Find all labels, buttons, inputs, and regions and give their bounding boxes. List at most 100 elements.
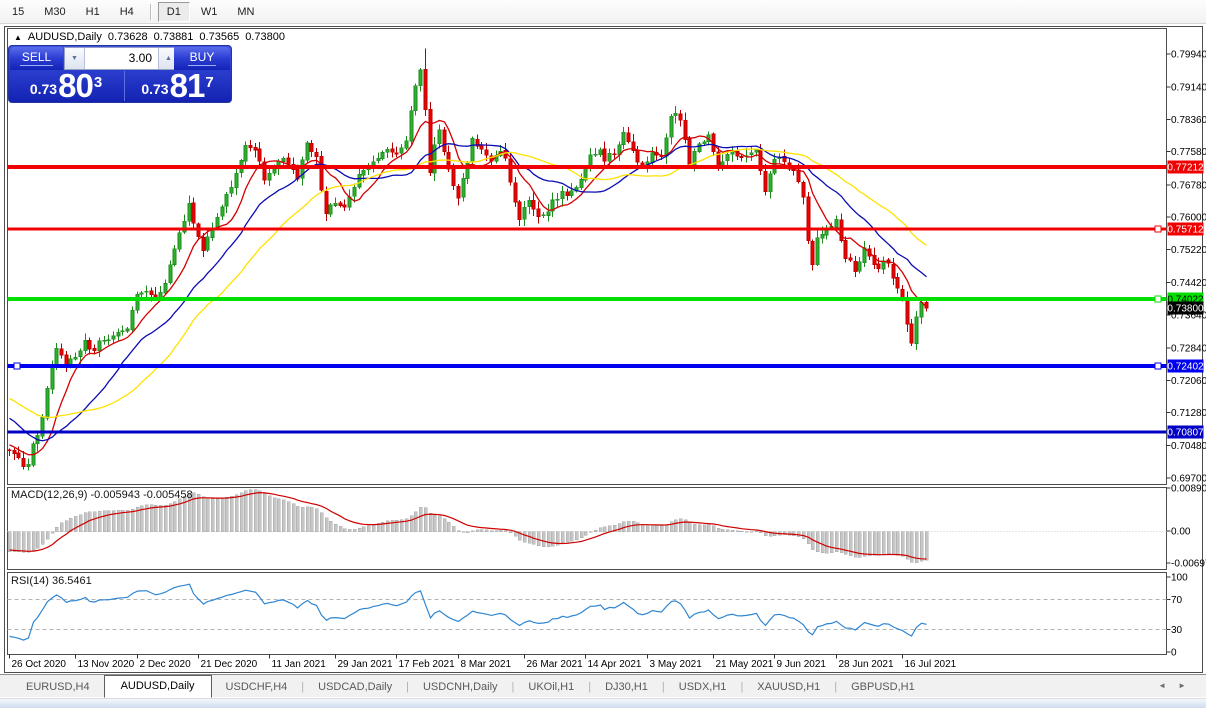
timeframe-button-d1[interactable]: D1 xyxy=(157,1,190,22)
price-axis-label: 0.70480 xyxy=(1171,441,1206,452)
price-axis-label: 0.69700 xyxy=(1171,473,1206,484)
chart-tab-usdx-h1[interactable]: USDX,H1 xyxy=(678,681,727,693)
price-tag xyxy=(1167,359,1204,373)
horizontal-line-0.77212[interactable]: 0.77212 xyxy=(7,160,1205,174)
macd-signal-line xyxy=(9,491,927,560)
price-axis-label: 0.79140 xyxy=(1171,83,1206,94)
date-axis-label: 14 Apr 2021 xyxy=(588,659,642,670)
date-axis-label: 8 Mar 2021 xyxy=(461,659,512,670)
tab-separator: | xyxy=(406,681,409,693)
ma-line-ma_blue xyxy=(9,143,927,442)
date-axis-label: 17 Feb 2021 xyxy=(399,659,456,670)
rsi-pane xyxy=(7,572,1167,655)
volume-decrease-button[interactable]: ▼ xyxy=(65,48,85,69)
macd-indicator-label: MACD(12,26,9) -0.005943 -0.005458 xyxy=(11,489,193,501)
timeframe-button-h4[interactable]: H4 xyxy=(119,5,134,18)
rsi-line xyxy=(9,583,927,641)
buy-price-display[interactable]: 0.73 81 7 xyxy=(124,67,230,104)
ohlc-close: 0.73800 xyxy=(245,31,285,43)
tab-separator: | xyxy=(661,681,665,693)
price-axis-label: 0.78360 xyxy=(1171,115,1206,126)
rsi-axis: 100 70 30 0 xyxy=(1166,573,1188,659)
line-handle-right[interactable] xyxy=(1154,225,1162,233)
buy-price-big: 81 xyxy=(169,67,206,104)
timeframe-button-15[interactable]: 15 xyxy=(12,5,25,18)
buy-price-sup: 7 xyxy=(205,74,214,91)
rsi-axis-label: 70 xyxy=(1171,595,1183,606)
chart-tab-ukoil-h1[interactable]: UKOil,H1 xyxy=(528,681,575,693)
line-handle-right[interactable] xyxy=(1154,362,1162,370)
date-axis-label: 21 May 2021 xyxy=(716,659,774,670)
chart-tab-dj30-h1[interactable]: DJ30,H1 xyxy=(605,681,648,693)
window-frame xyxy=(4,26,1203,673)
rsi-axis-label: 0 xyxy=(1171,648,1177,659)
date-axis-label: 11 Jan 2021 xyxy=(272,659,327,670)
date-axis-label: 16 Jul 2021 xyxy=(905,659,957,670)
price-axis-label: 0.76780 xyxy=(1171,180,1206,191)
macd-layer xyxy=(7,489,1167,563)
timeframe-button-m30[interactable]: M30 xyxy=(44,5,66,18)
horizontal-lines-layer: 0.77212 0.75712 0.74022 0.72402 0.70807 xyxy=(7,160,1205,439)
timeframe-button-mn[interactable]: MN xyxy=(237,5,255,18)
price-tag xyxy=(1167,160,1204,174)
horizontal-line-0.70807[interactable]: 0.70807 xyxy=(7,425,1205,439)
buy-button[interactable]: BUY xyxy=(174,47,230,70)
chart-title: AUDUSD,Daily xyxy=(27,31,102,43)
buy-price-prefix: 0.73 xyxy=(141,81,169,97)
price-axis-label: 0.74420 xyxy=(1171,278,1206,289)
date-axis-label: 9 Jun 2021 xyxy=(777,659,827,670)
tab-separator: | xyxy=(301,681,305,693)
macd-axis-label: 0.00890 xyxy=(1171,484,1206,495)
timeframe-button-h1[interactable]: H1 xyxy=(85,5,100,18)
date-axis-label: 2 Dec 2020 xyxy=(140,659,192,670)
svg-text:0.73800: 0.73800 xyxy=(1167,304,1204,315)
chart-header: ▲ AUDUSD,Daily 0.73628 0.73881 0.73565 0… xyxy=(14,31,291,43)
tab-separator: | xyxy=(834,681,838,693)
tab-separator: | xyxy=(511,681,515,693)
toolbar-separator xyxy=(149,3,151,20)
rsi-layer xyxy=(7,583,1167,641)
price-tag-text: 0.70807 xyxy=(1167,428,1204,439)
price-axis-label: 0.79940 xyxy=(1171,50,1206,61)
ohlc-high: 0.73881 xyxy=(153,31,194,43)
rsi-axis-label: 30 xyxy=(1171,625,1183,636)
tab-separator: | xyxy=(588,681,592,693)
chart-tab-usdcad-daily[interactable]: USDCAD,Daily xyxy=(318,681,393,693)
date-axis-label: 26 Oct 2020 xyxy=(12,659,67,670)
price-tag xyxy=(1167,222,1204,236)
ohlc-low: 0.73565 xyxy=(199,31,240,43)
price-tag xyxy=(1167,425,1204,439)
sell-price-big: 80 xyxy=(58,67,94,104)
tab-separator: | xyxy=(740,681,744,693)
tab-scroll-arrows[interactable]: ◄► xyxy=(1158,681,1198,690)
horizontal-line-0.72402[interactable]: 0.72402 xyxy=(7,359,1205,373)
collapse-arrow-icon[interactable]: ▲ xyxy=(14,32,22,42)
volume-input[interactable]: 3.00 xyxy=(85,48,158,69)
chart-tab-usdcnh-daily[interactable]: USDCNH,Daily xyxy=(422,681,498,693)
price-tag-text: 0.77212 xyxy=(1167,163,1204,174)
chart-tab-gbpusd-h1[interactable]: GBPUSD,H1 xyxy=(851,681,915,693)
date-axis: 26 Oct 2020 13 Nov 2020 2 Dec 2020 21 Dec 2… xyxy=(9,654,957,670)
macd-axis: 0.00890 0.00 -0.00697 xyxy=(1166,484,1206,570)
buy-button-label: BUY xyxy=(187,50,217,66)
price-axis-label: 0.71280 xyxy=(1171,408,1206,419)
line-handle-left[interactable] xyxy=(13,362,21,370)
date-axis-label: 29 Jan 2021 xyxy=(338,659,393,670)
chart-tab-usdchf-h4[interactable]: USDCHF,H4 xyxy=(225,681,288,693)
chart-tab-eurusd-h4[interactable]: EURUSD,H4 xyxy=(26,681,90,693)
chart-tab-xauusd-h1[interactable]: XAUUSD,H1 xyxy=(757,681,821,693)
chart-tab-audusd-daily[interactable]: AUDUSD,Daily xyxy=(103,675,212,698)
timeframe-button-w1[interactable]: W1 xyxy=(200,5,218,18)
horizontal-line-0.75712[interactable]: 0.75712 xyxy=(7,222,1205,236)
volume-increase-button[interactable]: ▲ xyxy=(158,48,178,69)
candles-layer xyxy=(7,48,929,471)
price-axis: 0.79940 0.79140 0.78360 0.77580 0.76780 0.760… xyxy=(1166,50,1206,484)
sell-price-display[interactable]: 0.73 80 3 xyxy=(10,67,122,104)
sell-button[interactable]: SELL xyxy=(10,47,63,70)
price-axis-label: 0.72060 xyxy=(1171,376,1206,387)
macd-axis-label: 0.00 xyxy=(1171,527,1191,538)
line-handle-right[interactable] xyxy=(1154,295,1162,303)
price-tag-text: 0.72402 xyxy=(1167,362,1204,373)
